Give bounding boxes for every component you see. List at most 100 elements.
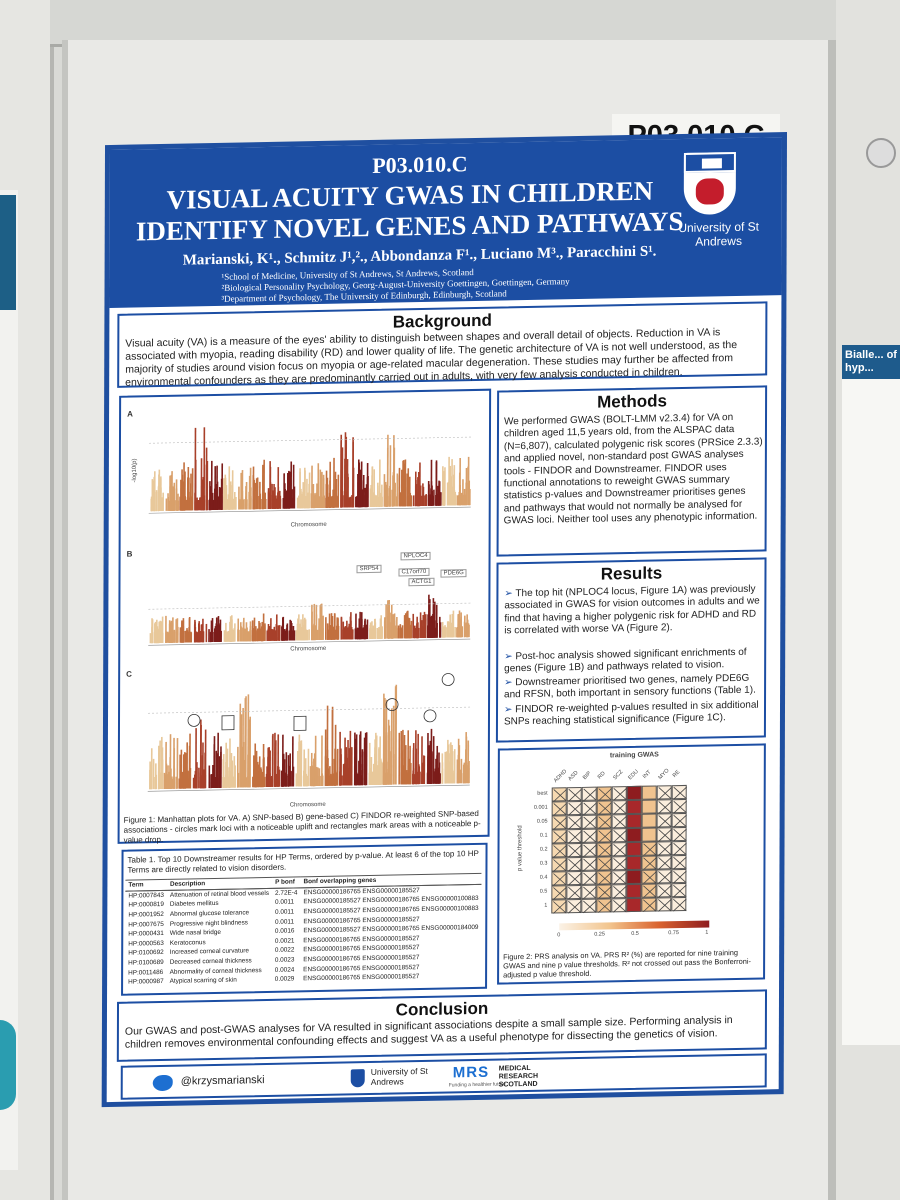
left-poster-teal-shape [0,1020,16,1110]
heatmap-cell [596,800,612,815]
heatmap-cell [671,798,687,814]
footer-university: University of St Andrews [370,1065,428,1087]
heatmap-cell [641,841,657,857]
heatmap-cell [566,870,582,886]
heatmap-cell [626,855,642,871]
heatmap-cell [626,869,642,885]
heatmap-cell [566,800,582,816]
heatmap-cell [656,827,672,842]
p-bonf-cell: 0.0016 [274,927,295,936]
background-section: Background Visual acuity (VA) is a measu… [117,301,768,389]
p-bonf-cell: 0.0011 [275,898,295,907]
methods-title: Methods [597,391,668,412]
bullet-arrow-icon: ➢ [504,588,516,600]
heatmap-cell [656,785,673,800]
results-bullet-2-text: Post-hoc analysis showed significant enr… [504,646,747,675]
heatmap-row-label: 0.2 [539,846,548,853]
heatmap-cell [596,814,612,829]
heatmap-cell [656,841,672,856]
legend-tick-label: 0 [557,932,561,939]
gene-label-nploc4: NPLOC4 [400,551,431,561]
p-bonf-cell: 0.0022 [274,946,295,955]
ylabel-a: -log10(p) [131,458,138,483]
heatmap-cell [611,856,627,871]
heatmap-cell [671,840,687,856]
methods-text: We performed GWAS (BOLT-LMM v2.3.4) for … [503,412,763,527]
heatmap-cell [611,814,627,829]
term-cell: HP:0000987 [128,978,164,986]
heatmap-cell [611,828,627,843]
hp-terms-table: Term Description P bonf Bonf overlapping… [125,873,482,987]
figure2-caption: Figure 2: PRS analysis on VA. PRS R² (%)… [503,947,751,980]
university-name: University of St Andrews [678,219,760,249]
heatmap-col-label: MYO [657,767,671,781]
heatmap-cell [671,854,687,870]
heatmap-cell [566,856,582,872]
left-board [0,0,54,1200]
gene-label-c17orf70: C17orf70 [398,567,430,577]
heatmap-cell [641,785,657,800]
results-bullet-1: ➢ The top hit (NPLOC4 locus, Figure 1A) … [504,584,760,639]
twitter-bird-icon [152,1074,173,1092]
p-bonf-cell: 0.0021 [274,937,295,945]
heatmap-cell [671,812,687,828]
heatmap-cell [596,884,612,899]
xlabel-c: Chromosome [289,801,326,809]
heatmap-cell [671,868,687,884]
poster-title: VISUAL ACUITY GWAS IN CHILDREN IDENTIFY … [130,175,690,248]
heatmap-cell [581,800,597,816]
heatmap-cell [551,899,567,914]
heatmap-cell [581,842,597,858]
p-bonf-cell: 0.0029 [274,975,295,984]
heatmap-cell [611,800,627,815]
heatmap-cell [626,897,642,913]
security-camera [866,138,896,168]
bullet-arrow-icon: ➢ [503,704,516,716]
heatmap-cell [566,898,582,914]
heatmap-cell [626,827,642,843]
heatmap-cell [656,855,672,870]
heatmap-row-label: 0.05 [536,818,548,825]
twitter-handle: @krzysmarianski [180,1074,265,1088]
manhattan-plot-a [148,427,471,514]
title-band: P03.010.C VISUAL ACUITY GWAS IN CHILDREN… [109,137,782,309]
mrs-logo-icon: MRS [452,1063,490,1082]
heatmap-col-label: SCZ [612,769,625,782]
heatmap-cell [566,814,582,830]
heatmap-cell [551,815,567,830]
heatmap-cell [671,882,687,898]
p-bonf-cell: 2.72E-4 [275,889,298,897]
heatmap-col-label: ASD [567,769,580,783]
results-bullet-1-text: The top hit (NPLOC4 locus, Figure 1A) wa… [504,583,760,637]
heatmap-cell [641,897,657,913]
heatmap-cell [581,856,597,872]
heatmap-cell [551,885,567,900]
legend-tick-label: 0.5 [631,930,639,937]
heatmap-cell [626,841,642,857]
heatmap-cell [551,843,567,858]
heatmap-cell [581,884,597,900]
heatmap-col-label: ADHD [552,768,569,785]
col-p-bonf: P bonf [272,876,301,888]
footer-crest-icon [350,1069,365,1088]
heatmap-cell [581,870,597,886]
left-poster-blue-block [0,195,16,310]
results-bullet-3: ➢ Downstreamer prioritised two genes, na… [504,673,760,703]
heatmap-cell [656,869,672,884]
heatmap-cell [641,855,657,871]
heatmap-cell [596,898,612,913]
heatmap-row-label: 0.5 [539,888,548,895]
heatmap-cell [551,829,567,844]
heatmap-cell [581,814,597,830]
heatmap-col-label: RE [671,769,682,779]
figure1-panel: A Chromosome -log10(p) B NPLOC4 SRP54 C1… [117,388,492,845]
heatmap-cell [611,884,627,899]
heatmap-col-label: BIP [581,770,593,782]
methods-section: Methods We performed GWAS (BOLT-LMM v2.3… [496,385,768,557]
funder-name: MEDICAL RESEARCH SCOTLAND [498,1064,539,1089]
heatmap-cell [566,842,582,858]
heatmap-cell [626,883,642,899]
heatmap-cell [596,856,612,871]
description-cell: Atypical scarring of skin [169,976,237,986]
heatmap-cell [566,884,582,900]
